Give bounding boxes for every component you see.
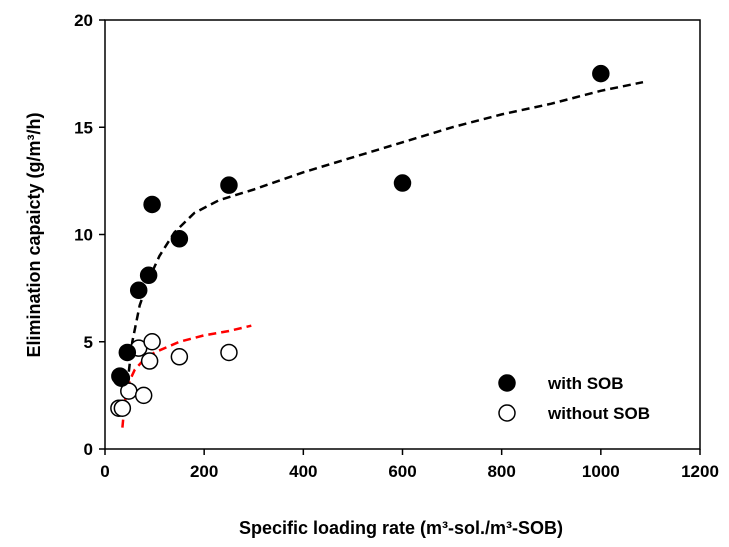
legend-label-without-sob: without SOB	[547, 404, 650, 423]
x-tick-label: 0	[100, 462, 109, 481]
point-with-sob	[592, 64, 610, 83]
point-with-sob	[139, 266, 158, 285]
data-points	[110, 64, 610, 417]
point-without-sob	[140, 352, 159, 370]
point-without-sob	[220, 343, 238, 362]
legend-label-with-sob: with SOB	[547, 374, 624, 393]
x-tick-label: 1200	[681, 462, 719, 481]
x-tick-label: 800	[487, 462, 515, 481]
y-axis-title: Elimination capaicty (g/m³/h)	[24, 112, 44, 357]
point-with-sob	[143, 195, 161, 214]
point-without-sob	[113, 399, 132, 417]
x-tick-label: 1000	[582, 462, 620, 481]
legend: with SOB without SOB	[498, 374, 650, 423]
point-with-sob	[112, 369, 131, 387]
point-with-sob	[118, 343, 137, 362]
x-tick-label: 200	[190, 462, 218, 481]
x-tick-label: 400	[289, 462, 317, 481]
y-tick-label: 5	[84, 333, 93, 352]
y-tick-label: 15	[74, 118, 93, 137]
legend-marker-with-sob	[498, 374, 516, 392]
legend-marker-without-sob	[498, 404, 516, 422]
point-without-sob	[170, 348, 189, 366]
y-tick-label: 10	[74, 226, 93, 245]
point-without-sob	[143, 333, 161, 351]
point-with-sob	[393, 174, 412, 192]
y-tick-label: 0	[84, 440, 93, 459]
trend-line-with-sob	[126, 80, 644, 385]
x-tick-label: 600	[388, 462, 416, 481]
axes: 0 200 400 600 800 1000 1200 0 5 10 15 20	[74, 11, 719, 481]
point-with-sob	[220, 176, 238, 194]
point-with-sob	[129, 281, 148, 300]
y-tick-label: 20	[74, 11, 93, 30]
x-axis-title: Specific loading rate (m³-sol./m³-SOB)	[239, 518, 563, 538]
point-with-sob	[170, 230, 189, 248]
point-without-sob	[134, 386, 153, 405]
